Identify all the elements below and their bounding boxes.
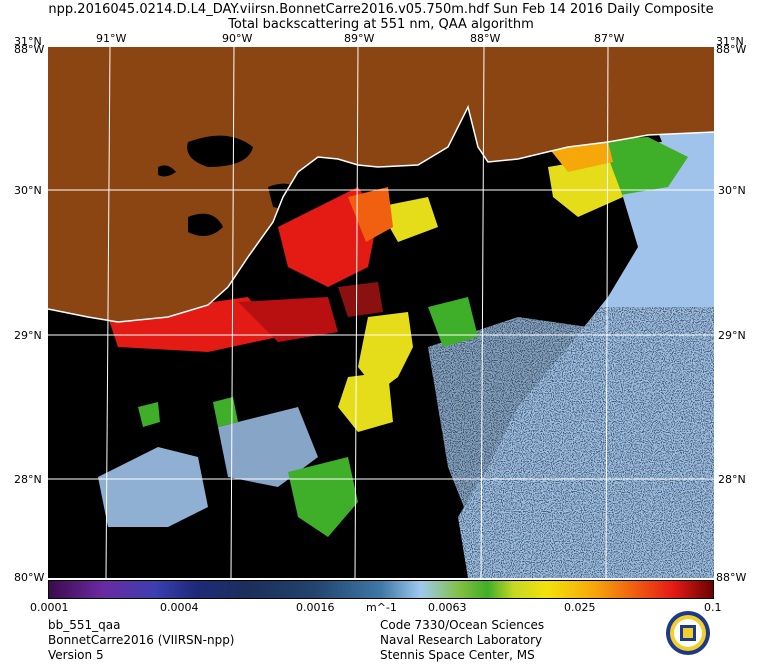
map-panel[interactable] (48, 47, 714, 578)
lon-label-91w: 91°W (96, 32, 127, 45)
elevated-backscatter-areas (338, 157, 623, 432)
colorbar-tick-2: 0.0016 (296, 601, 335, 614)
lat-label-right-29n: 29°N (718, 329, 746, 342)
corner-top-right: 31°N 88°W (716, 35, 747, 56)
footer-org-location: Stennis Space Center, MS (380, 648, 535, 662)
high-backscatter-areas (108, 142, 613, 352)
nrl-seal-logo (666, 611, 710, 655)
footer-region: BonnetCarre2016 (VIIRSN-npp) (48, 633, 235, 647)
colorbar (48, 580, 714, 599)
lon-label-87w: 87°W (594, 32, 625, 45)
map-subtitle: Total backscattering at 551 nm, QAA algo… (228, 17, 534, 32)
lat-label-right-30n: 30°N (718, 184, 746, 197)
colorbar-tick-4: 0.025 (564, 601, 596, 614)
corner-top-left: 31°N 88°W (14, 35, 45, 56)
coastline (48, 104, 714, 323)
corner-bottom-left: 80°W (14, 571, 45, 584)
graticule (48, 47, 714, 578)
lat-label-left-30n: 30°N (14, 184, 42, 197)
map-canvas (48, 47, 714, 578)
footer-product: bb_551_qaa (48, 618, 121, 632)
cloud-speckle (428, 307, 714, 578)
lat-label-left-28n: 28°N (14, 473, 42, 486)
footer-org-code: Code 7330/Ocean Sciences (380, 618, 545, 632)
colorbar-tick-5: 0.1 (704, 601, 722, 614)
colorbar-unit: m^-1 (366, 601, 397, 614)
lon-label-88w: 88°W (470, 32, 501, 45)
lon-label-90w: 90°W (222, 32, 253, 45)
lon-label-89w: 89°W (344, 32, 375, 45)
lat-label-right-28n: 28°N (718, 473, 746, 486)
colorbar-tick-0: 0.0001 (30, 601, 69, 614)
colorbar-tick-1: 0.0004 (160, 601, 199, 614)
corner-bottom-right: 88°W (716, 571, 747, 584)
land-mass (48, 47, 714, 322)
lat-label-left-29n: 29°N (14, 329, 42, 342)
map-title-filename: npp.2016045.0214.D.L4_DAY.viirsn.BonnetC… (48, 2, 714, 17)
colorbar-tick-3: 0.0063 (428, 601, 467, 614)
footer-org-name: Naval Research Laboratory (380, 633, 543, 647)
footer-version: Version 5 (48, 648, 104, 662)
